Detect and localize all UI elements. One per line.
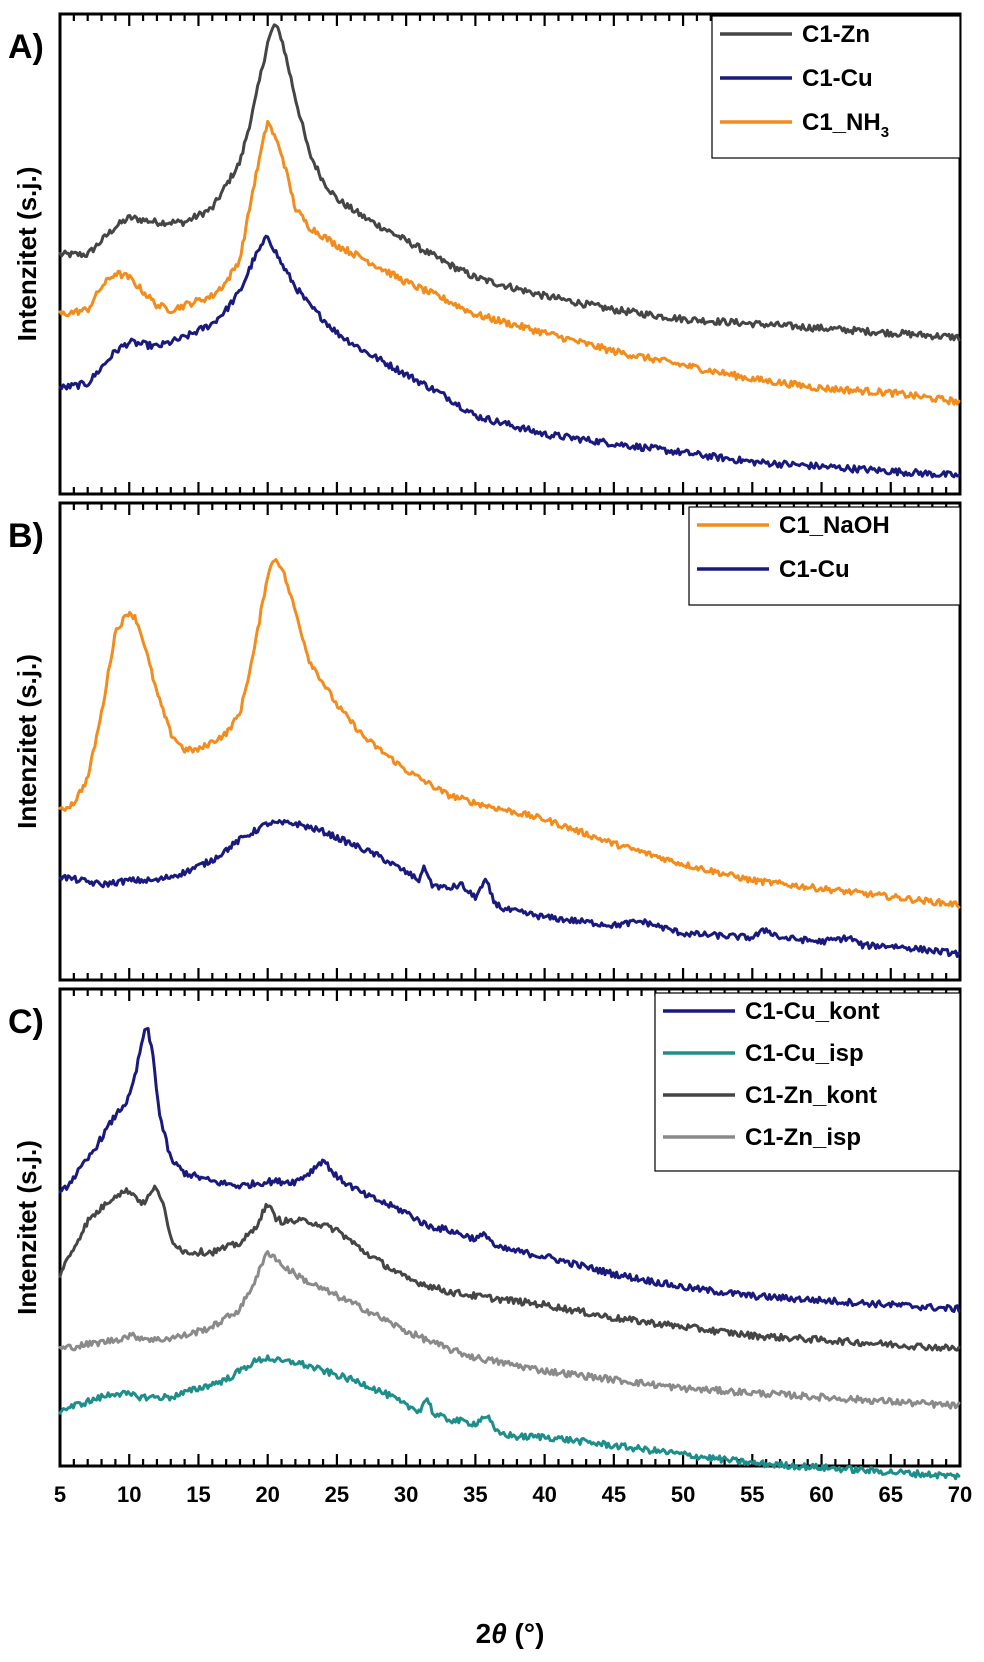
legend-box bbox=[711, 15, 961, 159]
panel-1: A) Intenzitet (s.j.) C1-Zn C1-Cu C1_NH3 bbox=[8, 12, 962, 496]
series-line-c1-cu bbox=[58, 819, 961, 958]
panel-3: C)Intenzitet (s.j.)C1-Cu_kontC1-Cu_ispC1… bbox=[8, 987, 962, 1481]
legend: C1-Zn C1-Cu C1_NH3 bbox=[711, 15, 961, 159]
series-line-c1-zn bbox=[58, 23, 961, 342]
legend-entry: C1-Cu bbox=[779, 556, 850, 583]
panel-frame bbox=[58, 987, 962, 1468]
series-line-c1-nh bbox=[58, 119, 961, 406]
x-tick-label: 50 bbox=[671, 1482, 695, 1507]
x-tick-label: 20 bbox=[255, 1482, 279, 1507]
x-tick-label: 65 bbox=[879, 1482, 903, 1507]
legend: C1-Cu_kont C1-Cu_isp C1-Zn_kont C1-Zn_isp bbox=[654, 992, 961, 1172]
panel-label: A) bbox=[8, 28, 44, 66]
legend-entry: C1-Zn_isp bbox=[745, 1124, 861, 1151]
x-axis: 5 10 15 20 25 30 35 40 45 50 55 60 65 70 bbox=[54, 1482, 972, 1507]
series-line-c1-cu-isp bbox=[58, 1354, 961, 1481]
x-tick-label: 35 bbox=[463, 1482, 487, 1507]
legend-entry: C1_NH3 bbox=[802, 109, 889, 141]
x-axis-label: 2θ (°) bbox=[476, 1618, 545, 1649]
y-axis-label: Intenzitet (s.j.) bbox=[12, 654, 42, 829]
x-tick-label: 40 bbox=[532, 1482, 556, 1507]
series-line-c1-zn-isp bbox=[58, 1250, 961, 1410]
panel-label: C) bbox=[8, 1003, 44, 1041]
y-axis-label: Intenzitet (s.j.) bbox=[12, 167, 42, 342]
x-tick-label: 5 bbox=[54, 1482, 66, 1507]
x-tick-label: 30 bbox=[394, 1482, 418, 1507]
panel-2: B) Intenzitet (s.j.) C1_NaOH C1-Cu bbox=[8, 501, 962, 982]
x-tick-label: 10 bbox=[117, 1482, 141, 1507]
series-line-c1-cu-kont bbox=[58, 1027, 961, 1314]
x-tick-label: 25 bbox=[325, 1482, 349, 1507]
series-line-c1-naoh bbox=[58, 558, 961, 909]
legend-entry: C1-Zn_kont bbox=[745, 1082, 877, 1109]
legend-entry: C1_NaOH bbox=[779, 512, 890, 539]
legend-entry: C1-Zn bbox=[802, 21, 870, 48]
panel-frame bbox=[58, 501, 962, 982]
series-line-c1-cu bbox=[58, 234, 961, 479]
y-axis-label: Intenzitet (s.j.) bbox=[12, 1140, 42, 1315]
x-tick-label: 55 bbox=[740, 1482, 764, 1507]
legend-entry: C1-Cu_isp bbox=[745, 1040, 864, 1067]
x-tick-label: 70 bbox=[948, 1482, 972, 1507]
series-line-c1-zn-kont bbox=[58, 1184, 961, 1352]
legend-box bbox=[654, 992, 961, 1172]
x-tick-label: 15 bbox=[186, 1482, 210, 1507]
x-tick-label: 60 bbox=[809, 1482, 833, 1507]
legend-entry: C1-Cu bbox=[802, 65, 873, 92]
panel-label: B) bbox=[8, 517, 44, 555]
panels-group: A) Intenzitet (s.j.) C1-Zn C1-Cu C1_NH3 B) Int… bbox=[8, 12, 962, 1481]
legend-entry: C1-Cu_kont bbox=[745, 998, 880, 1025]
x-tick-label: 45 bbox=[602, 1482, 626, 1507]
legend: C1_NaOH C1-Cu bbox=[688, 506, 961, 606]
